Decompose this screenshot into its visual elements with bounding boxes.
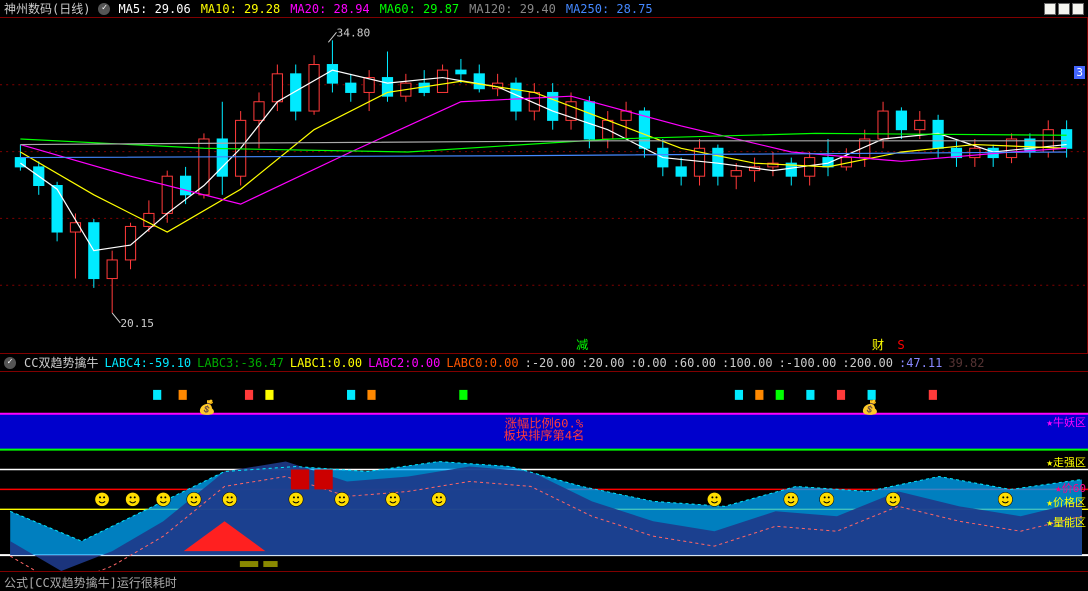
ma-label: MA20: 28.94 xyxy=(290,2,369,16)
control-icon-1[interactable] xyxy=(1044,3,1056,15)
indicator-label: LABC3:-36.47 xyxy=(197,356,284,370)
indicator-panel[interactable]: 💰💰涨幅比例60.%板块排序第4名 ★牛妖区★走强区★价60★价格区★量能区 xyxy=(0,372,1088,572)
indicator-label: :-100.00 xyxy=(779,356,837,370)
indicator-label: CC双趋势擒牛 xyxy=(24,356,98,370)
svg-text:财: 财 xyxy=(872,338,884,352)
ma-label: MA10: 29.28 xyxy=(201,2,280,16)
ma-label: MA250: 28.75 xyxy=(566,2,653,16)
indicator-label: :100.00 xyxy=(722,356,773,370)
indicator-label: 39.82 xyxy=(948,356,984,370)
main-chart-header: 神州数码(日线) ✓ MA5: 29.06 MA10: 29.28 MA20: 28… xyxy=(0,0,1088,18)
status-footer: 公式[CC双趋势擒牛]运行很耗时 xyxy=(0,572,1088,590)
svg-text:34.80: 34.80 xyxy=(337,26,371,39)
ma-label: MA60: 29.87 xyxy=(380,2,459,16)
indicator-label: LABC1:0.00 xyxy=(290,356,362,370)
indicator-label: LABC2:0.00 xyxy=(368,356,440,370)
control-icon-3[interactable] xyxy=(1072,3,1084,15)
control-icon-2[interactable] xyxy=(1058,3,1070,15)
svg-text:S: S xyxy=(897,338,904,352)
indicator-label: :200.00 xyxy=(842,356,893,370)
top-right-controls xyxy=(1044,3,1084,15)
check-icon[interactable]: ✓ xyxy=(4,357,16,369)
svg-text:减: 减 xyxy=(576,338,588,352)
indicator-label: :60.00 xyxy=(673,356,716,370)
indicator-label: :-20.00 xyxy=(525,356,576,370)
indicator-label: :0.00 xyxy=(631,356,667,370)
svg-text:💰: 💰 xyxy=(198,399,216,416)
check-icon[interactable]: ✓ xyxy=(98,3,110,15)
main-candlestick-chart[interactable]: 34.8020.15减财S 3 xyxy=(0,18,1088,354)
svg-text:💰: 💰 xyxy=(861,399,879,416)
stock-title: 神州数码(日线) xyxy=(4,0,90,17)
svg-text:20.15: 20.15 xyxy=(120,317,154,330)
svg-text:板块排序第4名: 板块排序第4名 xyxy=(504,428,585,443)
indicator-label: LABC0:0.00 xyxy=(446,356,518,370)
indicator-label: LABC4:-59.10 xyxy=(104,356,191,370)
indicator-label: :47.11 xyxy=(899,356,942,370)
ma-label: MA5: 29.06 xyxy=(118,2,190,16)
indicator-label: :20.00 xyxy=(581,356,624,370)
indicator-header: ✓ CC双趋势擒牛 LABC4:-59.10 LABC3:-36.47 LABC1:0… xyxy=(0,354,1088,372)
footer-text: 公式[CC双趋势擒牛]运行很耗时 xyxy=(4,576,177,590)
ma-label: MA120: 29.40 xyxy=(469,2,556,16)
